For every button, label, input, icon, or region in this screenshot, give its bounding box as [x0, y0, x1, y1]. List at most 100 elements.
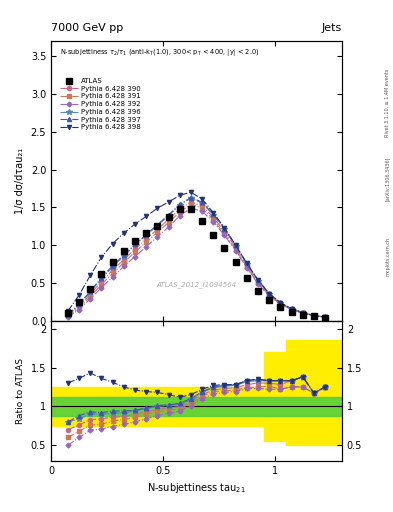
ATLAS [278, 304, 283, 310]
Pythia 6.428 398 [312, 312, 316, 318]
Pythia 6.428 390 [256, 279, 261, 285]
Pythia 6.428 390 [99, 279, 104, 285]
ATLAS [132, 238, 137, 244]
Pythia 6.428 391 [121, 260, 126, 266]
Text: Rivet 3.1.10, ≥ 1.4M events: Rivet 3.1.10, ≥ 1.4M events [385, 68, 390, 137]
Pythia 6.428 392 [267, 293, 272, 299]
Pythia 6.428 396 [166, 212, 171, 219]
Pythia 6.428 397 [189, 195, 193, 201]
Pythia 6.428 396 [300, 309, 305, 315]
Pythia 6.428 390 [189, 199, 193, 205]
Pythia 6.428 397 [77, 301, 81, 307]
ATLAS [177, 206, 182, 212]
Pythia 6.428 391 [289, 307, 294, 313]
Pythia 6.428 390 [233, 244, 238, 250]
Pythia 6.428 396 [144, 232, 149, 239]
Pythia 6.428 390 [244, 263, 249, 269]
Pythia 6.428 392 [256, 281, 261, 287]
Y-axis label: Ratio to ATLAS: Ratio to ATLAS [16, 358, 25, 424]
Pythia 6.428 391 [278, 301, 283, 307]
Pythia 6.428 392 [244, 265, 249, 271]
Pythia 6.428 397 [200, 199, 204, 205]
X-axis label: N-subjettiness tau$_{21}$: N-subjettiness tau$_{21}$ [147, 481, 246, 495]
ATLAS [200, 218, 204, 224]
Pythia 6.428 397 [267, 290, 272, 296]
Y-axis label: 1/σ dσ/dτau₂₁: 1/σ dσ/dτau₂₁ [15, 148, 25, 214]
Pythia 6.428 397 [211, 211, 216, 217]
Line: Pythia 6.428 390: Pythia 6.428 390 [66, 200, 327, 319]
Pythia 6.428 392 [166, 224, 171, 230]
Pythia 6.428 398 [155, 205, 160, 211]
Pythia 6.428 396 [200, 200, 204, 206]
Pythia 6.428 392 [189, 205, 193, 211]
Pythia 6.428 390 [323, 314, 327, 320]
ATLAS [189, 206, 193, 212]
Pythia 6.428 391 [222, 231, 227, 237]
Pythia 6.428 398 [256, 277, 261, 283]
Pythia 6.428 392 [132, 253, 137, 260]
Pythia 6.428 391 [66, 313, 70, 319]
Pythia 6.428 396 [312, 312, 316, 318]
Pythia 6.428 391 [77, 305, 81, 311]
ATLAS [222, 245, 227, 251]
Pythia 6.428 396 [267, 290, 272, 296]
ATLAS [77, 299, 81, 305]
Pythia 6.428 390 [211, 214, 216, 220]
Pythia 6.428 396 [256, 278, 261, 284]
Pythia 6.428 397 [312, 312, 316, 318]
Pythia 6.428 391 [88, 293, 93, 300]
Pythia 6.428 397 [132, 241, 137, 247]
Line: ATLAS: ATLAS [65, 206, 328, 321]
ATLAS [166, 214, 171, 220]
Pythia 6.428 396 [155, 223, 160, 229]
Pythia 6.428 392 [323, 314, 327, 320]
Pythia 6.428 398 [88, 272, 93, 279]
Pythia 6.428 397 [99, 274, 104, 281]
Pythia 6.428 391 [267, 292, 272, 298]
Pythia 6.428 391 [155, 229, 160, 236]
Pythia 6.428 397 [233, 242, 238, 248]
Pythia 6.428 392 [155, 234, 160, 240]
Text: Jets: Jets [321, 23, 342, 33]
Pythia 6.428 390 [110, 267, 115, 273]
Pythia 6.428 396 [211, 212, 216, 218]
Pythia 6.428 390 [289, 306, 294, 312]
Pythia 6.428 398 [222, 225, 227, 231]
Pythia 6.428 397 [278, 300, 283, 306]
Pythia 6.428 391 [132, 249, 137, 255]
Pythia 6.428 398 [99, 254, 104, 261]
Text: [arXiv:1306.3436]: [arXiv:1306.3436] [385, 157, 390, 201]
Pythia 6.428 398 [189, 189, 193, 195]
Pythia 6.428 398 [177, 192, 182, 198]
Pythia 6.428 391 [211, 217, 216, 223]
Text: N-subjettiness $\tau_2/\tau_1$ (anti-k$_\mathrm{T}$(1.0), 300< p$_\mathrm{T}$ < : N-subjettiness $\tau_2/\tau_1$ (anti-k$_… [60, 47, 259, 57]
ATLAS [323, 315, 327, 321]
Line: Pythia 6.428 396: Pythia 6.428 396 [65, 196, 328, 320]
Pythia 6.428 391 [256, 280, 261, 286]
Pythia 6.428 392 [66, 314, 70, 320]
ATLAS [256, 288, 261, 294]
Line: Pythia 6.428 398: Pythia 6.428 398 [66, 190, 327, 319]
Pythia 6.428 398 [233, 242, 238, 248]
Pythia 6.428 391 [323, 314, 327, 320]
ATLAS [144, 230, 149, 236]
ATLAS [267, 297, 272, 304]
Pythia 6.428 392 [99, 285, 104, 291]
Pythia 6.428 396 [132, 242, 137, 248]
Pythia 6.428 398 [278, 300, 283, 306]
Pythia 6.428 392 [222, 232, 227, 239]
Pythia 6.428 390 [300, 309, 305, 315]
Pythia 6.428 391 [144, 239, 149, 245]
ATLAS [289, 309, 294, 315]
Pythia 6.428 396 [323, 314, 327, 320]
Pythia 6.428 390 [66, 312, 70, 318]
Pythia 6.428 397 [289, 306, 294, 312]
ATLAS [300, 312, 305, 318]
Pythia 6.428 391 [233, 247, 238, 253]
Pythia 6.428 390 [312, 312, 316, 318]
Pythia 6.428 396 [278, 300, 283, 306]
Pythia 6.428 398 [323, 314, 327, 320]
Legend: ATLAS, Pythia 6.428 390, Pythia 6.428 391, Pythia 6.428 392, Pythia 6.428 396, P: ATLAS, Pythia 6.428 390, Pythia 6.428 39… [61, 78, 140, 131]
ATLAS [155, 223, 160, 229]
Pythia 6.428 397 [244, 260, 249, 266]
